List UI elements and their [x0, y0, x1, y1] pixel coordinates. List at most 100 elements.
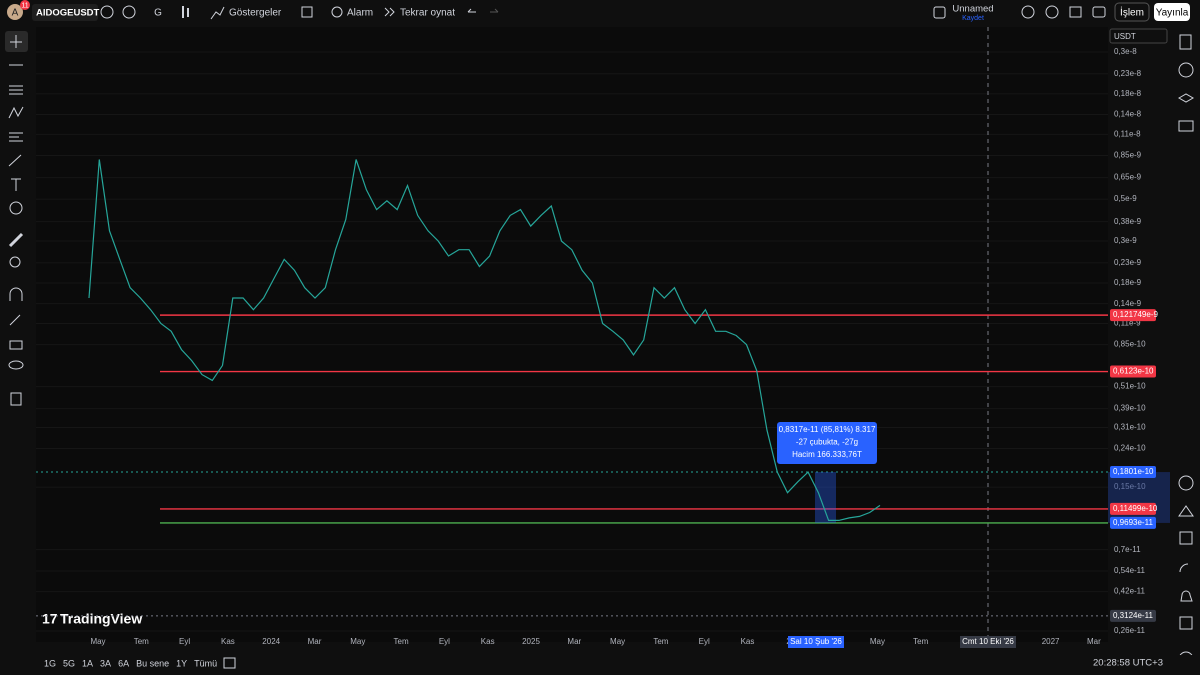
streams-icon[interactable]: [1178, 505, 1194, 517]
alert[interactable]: Alarm: [347, 8, 373, 19]
price-label-box: [1110, 365, 1156, 378]
x-tick-label: 2024: [262, 637, 280, 646]
trade: İşlem: [1120, 6, 1144, 19]
trade-button[interactable]: [1114, 2, 1150, 22]
price-range-band: [1108, 472, 1170, 523]
save[interactable]: Kaydet: [962, 15, 984, 22]
snapshot-icon[interactable]: [1092, 6, 1106, 18]
badge-count: 11: [21, 2, 28, 9]
replay-icon[interactable]: [384, 7, 395, 17]
currency-select[interactable]: [1109, 28, 1168, 44]
watchlist-icon[interactable]: [1179, 34, 1192, 50]
watermark-logo: 17: [42, 611, 58, 627]
y-tick-label: 0,14e-9: [1114, 299, 1142, 308]
layout-name[interactable]: Unnamed: [952, 4, 993, 15]
interval[interactable]: G: [154, 8, 162, 19]
delete-tool[interactable]: [10, 392, 22, 406]
y-tick-label: 0,26e-11: [1114, 626, 1146, 635]
range-button[interactable]: Tümü: [194, 658, 217, 668]
layout-icon[interactable]: [933, 6, 946, 19]
draw-mode-tool[interactable]: [9, 314, 21, 326]
chart-type-icon-bar: [187, 8, 189, 17]
indicators[interactable]: Göstergeler: [229, 8, 282, 19]
x-tick-label: Tem: [134, 637, 149, 646]
news-icon[interactable]: [1179, 563, 1189, 573]
alert-icon[interactable]: [331, 6, 343, 18]
y-tick-label: 0,18e-8: [1114, 89, 1142, 98]
zoom-tool[interactable]: [9, 256, 21, 268]
magnet-tool[interactable]: [9, 287, 23, 301]
publish-button[interactable]: [1154, 3, 1190, 21]
measure-tooltip: [777, 422, 877, 464]
publish: Yayınla: [1156, 8, 1189, 19]
avatar[interactable]: [7, 4, 23, 20]
templates-icon[interactable]: [301, 6, 313, 18]
text-tool[interactable]: [11, 178, 21, 191]
y-tick-label: 0,11e-9: [1114, 319, 1141, 328]
pattern-tool[interactable]: [8, 106, 24, 119]
help-menu-icon[interactable]: [1179, 616, 1193, 630]
x-tick-label: May: [350, 637, 365, 646]
range-button[interactable]: 1A: [82, 658, 93, 668]
price-label-box: [1110, 609, 1156, 622]
brush-tool[interactable]: [8, 154, 22, 167]
alerts-icon[interactable]: [1178, 62, 1194, 78]
quick-search-icon[interactable]: [1021, 5, 1035, 19]
y-tick-label: 0,3e-8: [1114, 47, 1137, 56]
undo-icon[interactable]: [467, 8, 476, 13]
y-tick-label: 0,23e-8: [1114, 69, 1142, 78]
goto-date-icon[interactable]: [223, 657, 236, 669]
range-button[interactable]: 3A: [100, 658, 111, 668]
redo-icon[interactable]: [490, 8, 499, 13]
measure-box: [815, 472, 836, 523]
ideas-icon[interactable]: [1178, 475, 1194, 491]
range-button[interactable]: 6A: [118, 658, 129, 668]
icon-tool[interactable]: [9, 201, 23, 215]
object-tree-icon[interactable]: [1177, 93, 1195, 103]
y-tick-label: 0,38e-9: [1114, 217, 1142, 226]
x-tick-label: 2025: [522, 637, 540, 646]
forecast-tool[interactable]: [9, 132, 23, 142]
plot-area[interactable]: [36, 27, 1108, 642]
y-tick-label: 0,14e-8: [1114, 110, 1142, 119]
chat-icon[interactable]: [1178, 120, 1194, 132]
crosshair-date-box: [960, 636, 1016, 648]
y-tick-label: 0,85e-10: [1114, 340, 1146, 349]
fullscreen-icon[interactable]: [1069, 6, 1082, 18]
x-tick-label: Mar: [1087, 637, 1101, 646]
symbol-box[interactable]: [32, 4, 98, 21]
fib-tool[interactable]: [9, 85, 23, 95]
widget-icons: [1177, 34, 1195, 667]
y-tick-label: 0,11e-8: [1114, 129, 1141, 138]
y-tick-label: 0,18e-9: [1114, 278, 1142, 287]
range-button[interactable]: 1G: [44, 658, 56, 668]
range-button[interactable]: 5G: [63, 658, 75, 668]
replay[interactable]: Tekrar oynat: [400, 8, 455, 19]
x-tick-label: May: [90, 637, 105, 646]
widget-bar: [1170, 25, 1200, 675]
indicators-icon[interactable]: [210, 6, 225, 20]
crosshair-icon: [10, 35, 22, 48]
x-tick-label: Kas: [741, 637, 755, 646]
symbol-search-icon[interactable]: [100, 5, 114, 19]
range-button[interactable]: Bu sene: [136, 658, 169, 668]
notifications-icon[interactable]: [1180, 590, 1193, 602]
calendar-icon[interactable]: [1179, 531, 1193, 545]
bottom-bar: [0, 655, 1200, 675]
measure-text: 0,8317e-11 (85,81%) 8.317: [779, 425, 876, 434]
ruler-tool[interactable]: [8, 232, 24, 248]
lock-tool[interactable]: [9, 340, 23, 350]
chart: 0,3e-8 0,23e-8 0,18e-8 0,14e-8 0,11e-8 0,85e-…: [36, 27, 1170, 648]
y-tick-label: 0,85e-9: [1114, 151, 1142, 160]
y-tick-label: 0,3e-9: [1114, 236, 1137, 245]
hide-tool[interactable]: [8, 360, 24, 370]
settings-icon[interactable]: [1045, 5, 1059, 19]
x-tick-label: May: [870, 637, 885, 646]
chart-type-icon[interactable]: [182, 6, 184, 18]
start-date: Sal 10 Şub '26: [790, 637, 842, 646]
x-tick-label: Eyl: [439, 637, 450, 646]
range-button[interactable]: 1Y: [176, 658, 187, 668]
price-axis[interactable]: [1108, 27, 1170, 642]
compare-icon[interactable]: [122, 5, 136, 19]
